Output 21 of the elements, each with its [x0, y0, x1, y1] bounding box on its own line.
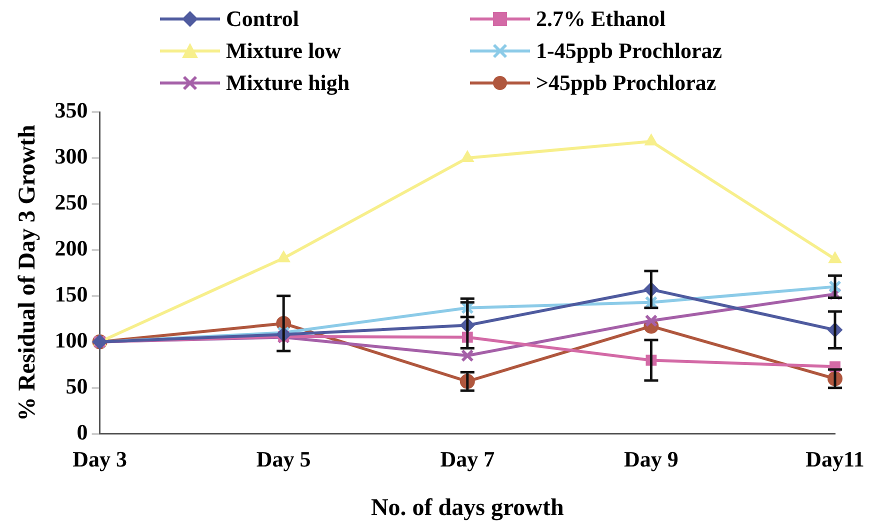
y-tick-label: 50 [66, 374, 88, 399]
y-tick-label: 100 [54, 328, 88, 353]
x-tick-label: Day 7 [440, 446, 495, 472]
y-tick-label: 200 [54, 236, 88, 261]
legend-label: 2.7% Ethanol [536, 6, 666, 32]
y-tick-label: 350 [54, 98, 88, 123]
y-tick-label: 0 [76, 419, 88, 444]
y-tick-label: 250 [54, 190, 88, 215]
legend-label: >45ppb Prochloraz [536, 70, 716, 96]
x-tick-label: Day 5 [256, 446, 311, 472]
y-axis-title: % Residual of Day 3 Growth [14, 124, 41, 422]
legend-label: Mixture low [226, 38, 342, 64]
x-tick-label: Day 9 [624, 446, 678, 472]
legend-label: Mixture high [226, 70, 350, 96]
y-tick-label: 150 [54, 282, 88, 307]
x-axis-title: No. of days growth [370, 494, 564, 521]
x-tick-label: Day11 [806, 446, 864, 472]
legend-label: Control [226, 6, 299, 32]
legend-label: 1-45ppb Prochloraz [536, 38, 722, 64]
x-tick-label: Day 3 [72, 446, 127, 472]
y-tick-label: 300 [54, 144, 88, 169]
